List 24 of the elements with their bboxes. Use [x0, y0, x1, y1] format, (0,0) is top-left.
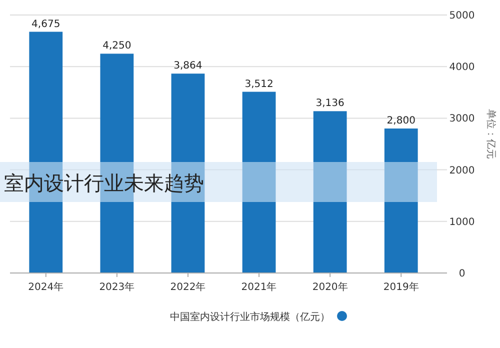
x-tick-label: 2021年	[241, 281, 277, 293]
y-tick-label: 5000	[449, 10, 475, 22]
bar	[384, 128, 418, 273]
data-label: 3,864	[174, 60, 202, 72]
y-tick-label: 0	[458, 268, 466, 280]
data-label: 4,675	[32, 18, 60, 30]
y-axis-title: 单位：亿元	[485, 109, 497, 159]
data-label: 3,512	[244, 78, 274, 90]
data-label: 2,800	[386, 116, 416, 127]
x-tick-label: 2024年	[28, 281, 64, 293]
bar	[242, 92, 276, 273]
legend-label: 中国室内设计行业市场规模（亿元）	[170, 311, 330, 323]
data-label: 3,136	[316, 98, 344, 110]
bar	[313, 111, 347, 273]
x-tick-label: 2023年	[99, 281, 135, 293]
y-tick-label: 4000	[449, 62, 475, 74]
y-tick-label: 1000	[449, 216, 475, 228]
x-tick-label: 2022年	[170, 281, 206, 293]
data-label: 4,250	[102, 40, 132, 52]
y-tick-label: 2000	[449, 165, 475, 176]
text: 室内设计行业未来趋势	[4, 171, 204, 195]
x-tick-label: 2020年	[312, 281, 348, 293]
y-tick-label: 3000	[449, 114, 475, 125]
x-tick-label: 2019年	[383, 281, 419, 293]
